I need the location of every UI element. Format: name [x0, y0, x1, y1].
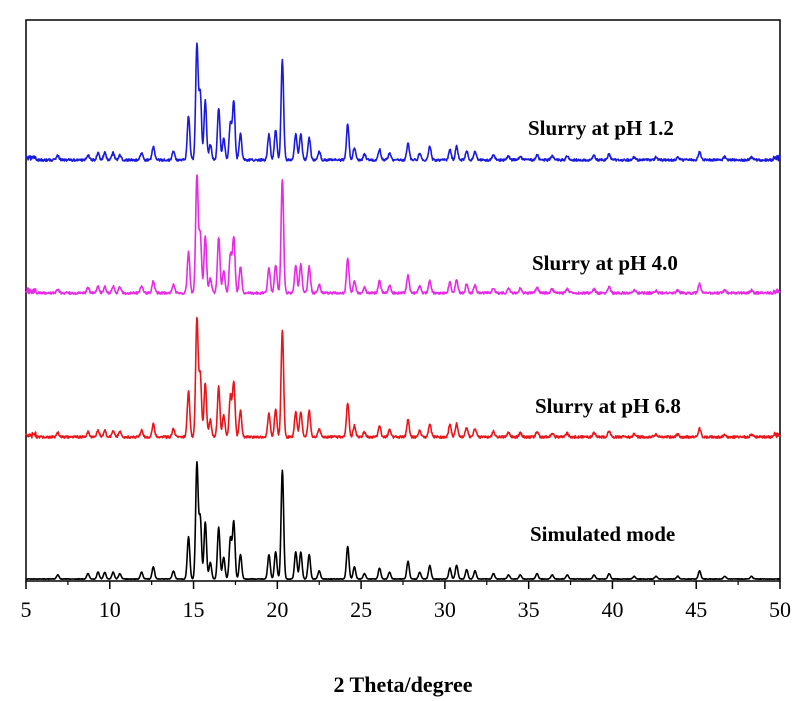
x-tick-label-45: 45 — [685, 597, 707, 622]
x-tick-label-35: 35 — [518, 597, 540, 622]
x-axis-ticks: 5 10 15 20 25 30 35 40 45 50 — [21, 581, 791, 622]
series-label-simulated-mode: Simulated mode — [530, 522, 675, 546]
x-tick-label-20: 20 — [266, 597, 288, 622]
x-tick-label-40: 40 — [601, 597, 623, 622]
x-tick-label-25: 25 — [350, 597, 372, 622]
series-label-slurry-at-ph-4-0: Slurry at pH 4.0 — [532, 251, 678, 275]
plot-frame — [25, 19, 781, 582]
series-layer — [25, 42, 781, 581]
series-line-slurry-at-ph-1-2 — [25, 42, 781, 162]
x-tick-label-30: 30 — [434, 597, 456, 622]
x-tick-label-15: 15 — [183, 597, 205, 622]
series-line-simulated-mode — [25, 460, 781, 581]
series-labels: Simulated mode Slurry at pH 6.8 Slurry at … — [528, 116, 681, 546]
series-line-slurry-at-ph-6-8 — [25, 316, 781, 439]
series-line-slurry-at-ph-4-0 — [25, 174, 781, 295]
series-label-slurry-at-ph-6-8: Slurry at pH 6.8 — [535, 394, 681, 418]
x-tick-label-5: 5 — [21, 597, 32, 622]
x-axis-title: 2 Theta/degree — [333, 672, 472, 697]
series-label-slurry-at-ph-1-2: Slurry at pH 1.2 — [528, 116, 674, 140]
x-tick-label-50: 50 — [769, 597, 791, 622]
x-tick-label-10: 10 — [99, 597, 121, 622]
